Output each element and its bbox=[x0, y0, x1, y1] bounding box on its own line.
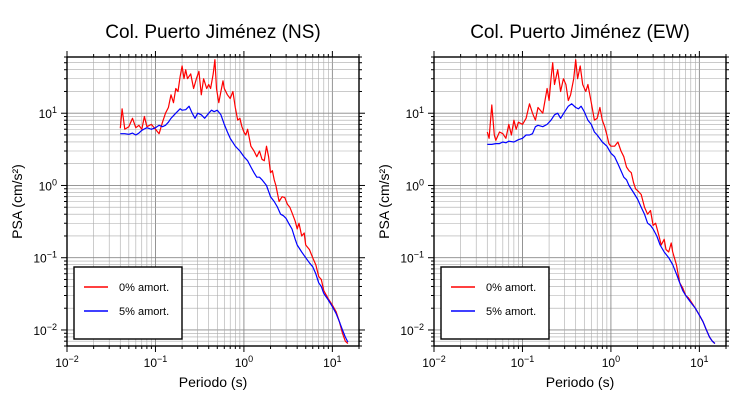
y-tick-label: 10−2 bbox=[400, 322, 424, 338]
chart-title: Col. Puerto Jiménez (NS) bbox=[105, 22, 320, 43]
legend-label: 5% amort. bbox=[486, 306, 536, 318]
y-tick-label: 100 bbox=[406, 177, 424, 193]
y-axis-label: PSA (cm/s²) bbox=[376, 164, 392, 239]
series-line-amort-5 bbox=[487, 103, 716, 344]
x-tick-label: 10−1 bbox=[511, 354, 535, 370]
legend-label: 0% amort. bbox=[119, 282, 169, 294]
x-tick-label: 10−2 bbox=[422, 354, 446, 370]
x-tick-label: 10−2 bbox=[55, 354, 79, 370]
y-tick-label: 101 bbox=[39, 105, 57, 121]
legend-label: 0% amort. bbox=[486, 282, 536, 294]
legend-box bbox=[73, 266, 183, 340]
x-axis-label: Periodo (s) bbox=[179, 374, 247, 390]
series-line-amort-0 bbox=[486, 59, 716, 344]
legend-box bbox=[440, 266, 550, 340]
chart-panel: 10−2 10−1 100 101 10−2 10−1 100 101 Col. Puerto … bbox=[376, 22, 730, 390]
chart-panel: 10−2 10−1 100 101 10−2 10−1 100 101 Col. Puerto … bbox=[9, 22, 365, 390]
legend-label: 5% amort. bbox=[119, 306, 169, 318]
y-tick-label: 101 bbox=[406, 105, 424, 121]
plot-frame bbox=[433, 56, 727, 347]
legend: 0% amort. 5% amort. bbox=[73, 266, 183, 340]
y-tick-label: 100 bbox=[39, 177, 57, 193]
x-tick-label: 100 bbox=[235, 354, 253, 370]
x-tick-label: 100 bbox=[602, 354, 620, 370]
legend: 0% amort. 5% amort. bbox=[440, 266, 550, 340]
series-line-amort-5 bbox=[120, 105, 349, 343]
x-tick-label: 101 bbox=[323, 354, 341, 370]
x-tick-label: 10−1 bbox=[144, 354, 168, 370]
series-line-amort-0 bbox=[119, 59, 349, 344]
y-tick-label: 10−2 bbox=[33, 322, 57, 338]
plot-frame bbox=[66, 56, 360, 347]
y-axis-label: PSA (cm/s²) bbox=[9, 164, 25, 239]
chart-title: Col. Puerto Jiménez (EW) bbox=[470, 22, 690, 43]
x-tick-label: 101 bbox=[690, 354, 708, 370]
y-tick-label: 10−1 bbox=[33, 250, 57, 266]
x-axis-label: Periodo (s) bbox=[546, 374, 614, 390]
y-tick-label: 10−1 bbox=[400, 250, 424, 266]
